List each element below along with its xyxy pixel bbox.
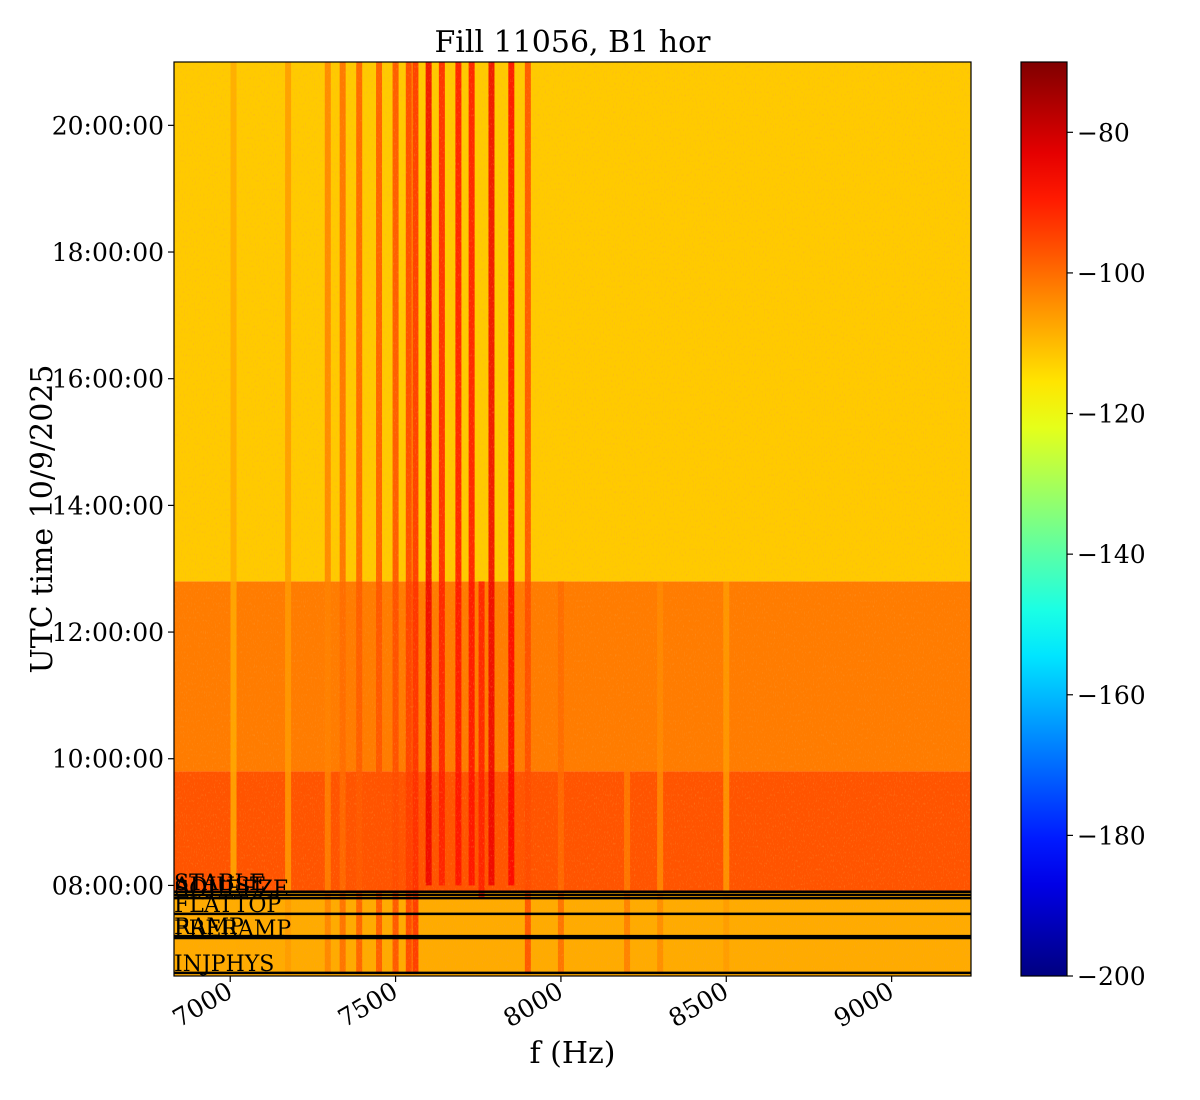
x-axis: 7000 7500 8000 8500 9000	[168, 976, 899, 1033]
phase-label: PRERAMP	[174, 917, 291, 942]
plot-frame	[173, 61, 972, 977]
y-tick-label: 12:00:00	[52, 618, 164, 647]
phase-label: STABLE	[174, 871, 265, 896]
x-tick-label: 9000	[829, 976, 899, 1033]
colorbar-gradient	[1020, 61, 1068, 977]
x-tick-label: 7500	[333, 976, 403, 1033]
x-tick-label: 7000	[168, 976, 238, 1033]
colorbar-tick-label: −120	[1077, 400, 1146, 429]
colorbar-tick-label: −80	[1077, 118, 1130, 147]
colorbar-ticks: −200 −180 −160 −140 −120 −100 −80	[1067, 118, 1146, 991]
chart-title: Fill 11056, B1 hor	[434, 25, 711, 60]
y-axis-label: UTC time 10/9/2025	[25, 365, 60, 674]
x-axis-label: f (Hz)	[529, 1036, 615, 1071]
y-tick-label: 08:00:00	[52, 871, 164, 900]
colorbar-tick-label: −160	[1077, 681, 1146, 710]
colorbar-tick-label: −180	[1077, 821, 1146, 850]
colorbar: −200 −180 −160 −140 −120 −100 −80	[1020, 61, 1146, 991]
phase-label: SQUEEZE	[174, 877, 289, 902]
y-tick-label: 20:00:00	[52, 111, 164, 140]
phase-label: RAMP	[174, 915, 244, 940]
y-axis: 08:00:00 10:00:00 12:00:00 14:00:00 16:00:00…	[52, 111, 174, 900]
phase-markers: INJPHYSPRERAMPRAMPFLATTOPSQUEEZEADJUSTST…	[173, 871, 971, 977]
y-tick-label: 18:00:00	[52, 238, 164, 267]
x-tick-label: 8500	[664, 976, 734, 1033]
phase-label: ADJUST	[173, 874, 265, 899]
plot-area: INJPHYSPRERAMPRAMPFLATTOPSQUEEZEADJUSTST…	[173, 62, 971, 977]
colorbar-tick-label: −200	[1077, 962, 1146, 991]
y-tick-label: 10:00:00	[52, 745, 164, 774]
y-tick-label: 14:00:00	[52, 491, 164, 520]
y-tick-label: 16:00:00	[52, 365, 164, 394]
colorbar-tick-label: −140	[1077, 540, 1146, 569]
x-tick-label: 8000	[498, 976, 568, 1033]
spectrogram-noise	[174, 62, 971, 976]
colorbar-tick-label: −100	[1077, 259, 1146, 288]
phase-label: INJPHYS	[174, 952, 274, 977]
